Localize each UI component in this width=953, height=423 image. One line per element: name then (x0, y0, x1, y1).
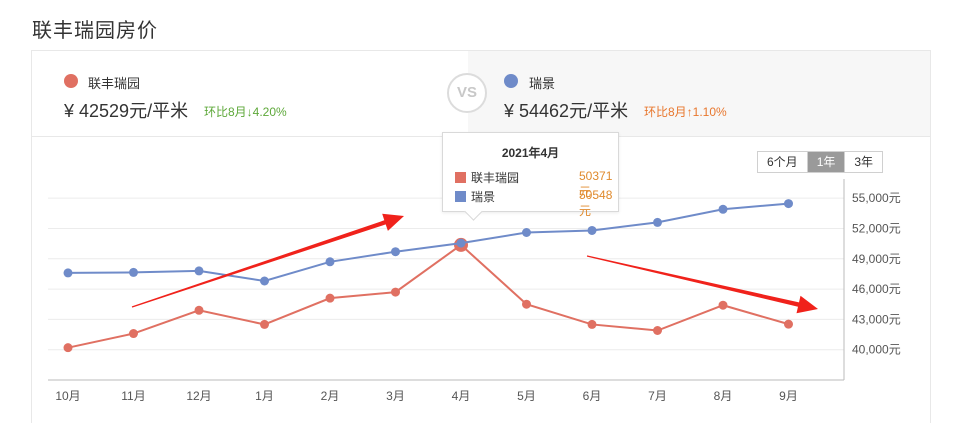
vs-badge: VS (447, 73, 487, 113)
range-tab[interactable]: 3年 (845, 152, 883, 172)
data-point (260, 319, 269, 329)
series-dot-icon (504, 74, 518, 88)
data-point (653, 325, 662, 335)
data-point (784, 199, 793, 209)
data-point (325, 293, 335, 303)
data-point (325, 257, 335, 267)
x-tick-label: 5月 (517, 389, 536, 403)
x-tick-label: 8月 (714, 389, 733, 403)
data-point (391, 287, 400, 297)
tooltip-row: 联丰瑞园 (455, 169, 519, 186)
x-tick-label: 1月 (255, 389, 274, 403)
y-tick-label: 40,000元 (852, 343, 901, 357)
tooltip-series-value: 50371元 (579, 169, 613, 199)
y-tick-label: 49,000元 (852, 252, 901, 266)
data-point (194, 305, 204, 315)
data-point (391, 247, 400, 257)
data-point (522, 299, 531, 309)
legend-swatch-icon (455, 191, 466, 202)
compare-right-name: 瑞景 (529, 76, 556, 91)
compare-left-change: 环比8月↓4.20% (204, 105, 287, 119)
chart-tooltip: 2021年4月 联丰瑞园 50371元 瑞景 50548元 (442, 132, 619, 218)
y-tick-label: 55,000元 (852, 191, 901, 205)
x-tick-label: 6月 (583, 389, 602, 403)
tooltip-series-name: 瑞景 (471, 190, 496, 204)
data-point (129, 267, 138, 277)
trend-arrow (586, 255, 818, 314)
data-point (718, 300, 728, 310)
data-point (653, 217, 662, 227)
tooltip-row: 瑞景 (455, 188, 495, 205)
compare-left-name: 联丰瑞园 (88, 76, 141, 91)
tooltip-series-name: 联丰瑞园 (471, 171, 520, 185)
page-title: 联丰瑞园房价 (32, 20, 158, 42)
data-point (63, 268, 73, 278)
compare-left-price: ¥ 42529元/平米 (64, 101, 189, 121)
series-line (67, 243, 789, 349)
legend-swatch-icon (455, 172, 466, 183)
price-line-chart: 40,000元 43,000元 46,000元 49,000元 52,000元 55,00… (48, 179, 901, 403)
x-tick-label: 3月 (386, 389, 405, 403)
data-point (587, 225, 597, 235)
y-tick-label: 43,000元 (852, 312, 901, 326)
data-point (456, 238, 466, 248)
time-range-tabs: 6个月 1年 3年 (757, 151, 884, 173)
data-point (522, 228, 531, 238)
x-tick-label: 11月 (121, 389, 145, 403)
range-tab[interactable]: 1年 (807, 152, 846, 172)
price-compare-panel: 联丰瑞园 ¥ 42529元/平米 环比8月↓4.20% 瑞景 ¥ 54462元/… (32, 51, 930, 137)
x-tick-label: 9月 (779, 389, 798, 403)
x-tick-label: 10月 (55, 389, 80, 403)
x-tick-label: 7月 (648, 389, 667, 403)
x-tick-label: 2月 (321, 389, 340, 403)
compare-right-price: ¥ 54462元/平米 (504, 101, 629, 121)
compare-right-change: 环比8月↑1.10% (644, 105, 727, 119)
data-point (63, 343, 73, 353)
series-dot-icon (64, 74, 78, 88)
y-tick-label: 52,000元 (852, 221, 901, 235)
data-point (194, 266, 204, 276)
price-card: 联丰瑞园 ¥ 42529元/平米 环比8月↓4.20% 瑞景 ¥ 54462元/… (31, 50, 931, 423)
x-tick-label: 12月 (186, 389, 211, 403)
compare-right: 瑞景 ¥ 54462元/平米 环比8月↑1.10% (468, 51, 930, 136)
data-point (260, 276, 269, 286)
data-point (718, 204, 728, 214)
data-point (784, 319, 793, 329)
x-tick-label: 4月 (452, 389, 471, 403)
tooltip-title: 2021年4月 (501, 146, 560, 160)
range-tab[interactable]: 6个月 (758, 152, 808, 172)
tooltip-series-value: 50548元 (579, 188, 613, 218)
trend-arrow (131, 213, 405, 308)
y-tick-label: 46,000元 (852, 282, 901, 296)
data-point (129, 329, 138, 339)
compare-left: 联丰瑞园 ¥ 42529元/平米 环比8月↓4.20% (32, 51, 468, 136)
data-point (587, 319, 597, 329)
series-line (67, 202, 789, 283)
